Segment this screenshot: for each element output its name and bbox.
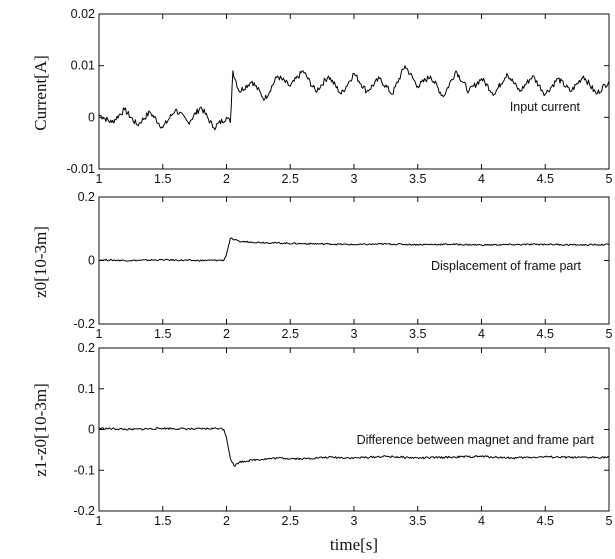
x-tick-label: 4	[478, 172, 485, 186]
x-tick-label: 4	[478, 514, 485, 528]
y-tick-label: 0	[88, 254, 95, 268]
x-tick-label: 3	[351, 327, 358, 341]
y-tick-label: 0.1	[78, 382, 95, 396]
x-tick-labels-current: 1 1.5 2 2.5 3 3.5 4 4.5 5	[96, 172, 613, 186]
x-tick-label: 2	[223, 172, 230, 186]
chart-panel-magnet-frame-difference: 1 1.5 2 2.5 3 3.5 4 4.5 5 -0.2 -0.1 0 0.1 0.2 Differ…	[31, 341, 613, 554]
x-tick-labels-magnet-frame-difference: 1 1.5 2 2.5 3 3.5 4 4.5 5	[96, 514, 613, 528]
chart-panel-frame-displacement: 1 1.5 2 2.5 3 3.5 4 4.5 5 -0.2 0 0.2 Displacement …	[31, 190, 613, 341]
x-tick-label: 1.5	[154, 327, 171, 341]
x-tick-label: 4.5	[537, 514, 554, 528]
x-axis-label-time: time[s]	[330, 535, 378, 554]
tick-marks-current	[98, 13, 610, 170]
y-axis-label-frame-displacement: z0[10-3m]	[31, 226, 50, 298]
series-line-frame-displacement	[98, 237, 610, 262]
x-tick-label: 2.5	[282, 514, 299, 528]
y-tick-label: 0.01	[71, 59, 95, 73]
y-tick-label: 0.02	[71, 7, 95, 21]
y-tick-label: -0.2	[73, 317, 95, 331]
x-tick-label: 2.5	[282, 172, 299, 186]
x-tick-label: 3	[351, 172, 358, 186]
x-tick-label: 1.5	[154, 172, 171, 186]
y-axis-label-magnet-frame-difference: z1-z0[10-3m]	[31, 383, 50, 476]
x-tick-label: 5	[606, 327, 613, 341]
annotation-magnet-frame-difference: Difference between magnet and frame part	[357, 433, 595, 447]
x-tick-label: 4.5	[537, 327, 554, 341]
y-axis-label-current: Current[A]	[31, 55, 50, 131]
x-tick-label: 3.5	[409, 514, 426, 528]
x-tick-label: 4.5	[537, 172, 554, 186]
x-tick-label: 5	[606, 514, 613, 528]
series-line-input-current	[98, 65, 610, 131]
x-tick-label: 5	[606, 172, 613, 186]
y-tick-labels-current: -0.01 0 0.01 0.02	[67, 7, 96, 176]
y-tick-label: -0.01	[67, 162, 96, 176]
annotation-frame-displacement: Displacement of frame part	[431, 259, 582, 273]
x-tick-label: 1	[96, 514, 103, 528]
y-tick-label: -0.2	[73, 504, 95, 518]
x-tick-label: 1	[96, 327, 103, 341]
y-tick-label: 0.2	[78, 341, 95, 355]
x-tick-labels-frame-displacement: 1 1.5 2 2.5 3 3.5 4 4.5 5	[96, 327, 613, 341]
x-tick-label: 3.5	[409, 172, 426, 186]
y-tick-label: 0	[88, 423, 95, 437]
y-tick-label: 0.2	[78, 190, 95, 204]
y-tick-labels-frame-displacement: -0.2 0 0.2	[73, 190, 95, 331]
y-tick-labels-magnet-frame-difference: -0.2 -0.1 0 0.1 0.2	[73, 341, 95, 518]
x-tick-label: 1.5	[154, 514, 171, 528]
series-line-magnet-frame-difference	[99, 427, 610, 467]
x-tick-label: 3	[351, 514, 358, 528]
x-tick-label: 2	[223, 327, 230, 341]
chart-panel-current: 1 1.5 2 2.5 3 3.5 4 4.5 5 -0.01 0 0.01 0.02 Input c…	[31, 7, 613, 186]
y-tick-label: 0	[88, 110, 95, 124]
tick-marks-magnet-frame-difference	[98, 347, 610, 512]
annotation-input-current: Input current	[510, 100, 581, 114]
y-tick-label: -0.1	[73, 463, 95, 477]
x-tick-label: 3.5	[409, 327, 426, 341]
x-tick-label: 2	[223, 514, 230, 528]
x-tick-label: 1	[96, 172, 103, 186]
x-tick-label: 4	[478, 327, 485, 341]
x-tick-label: 2.5	[282, 327, 299, 341]
